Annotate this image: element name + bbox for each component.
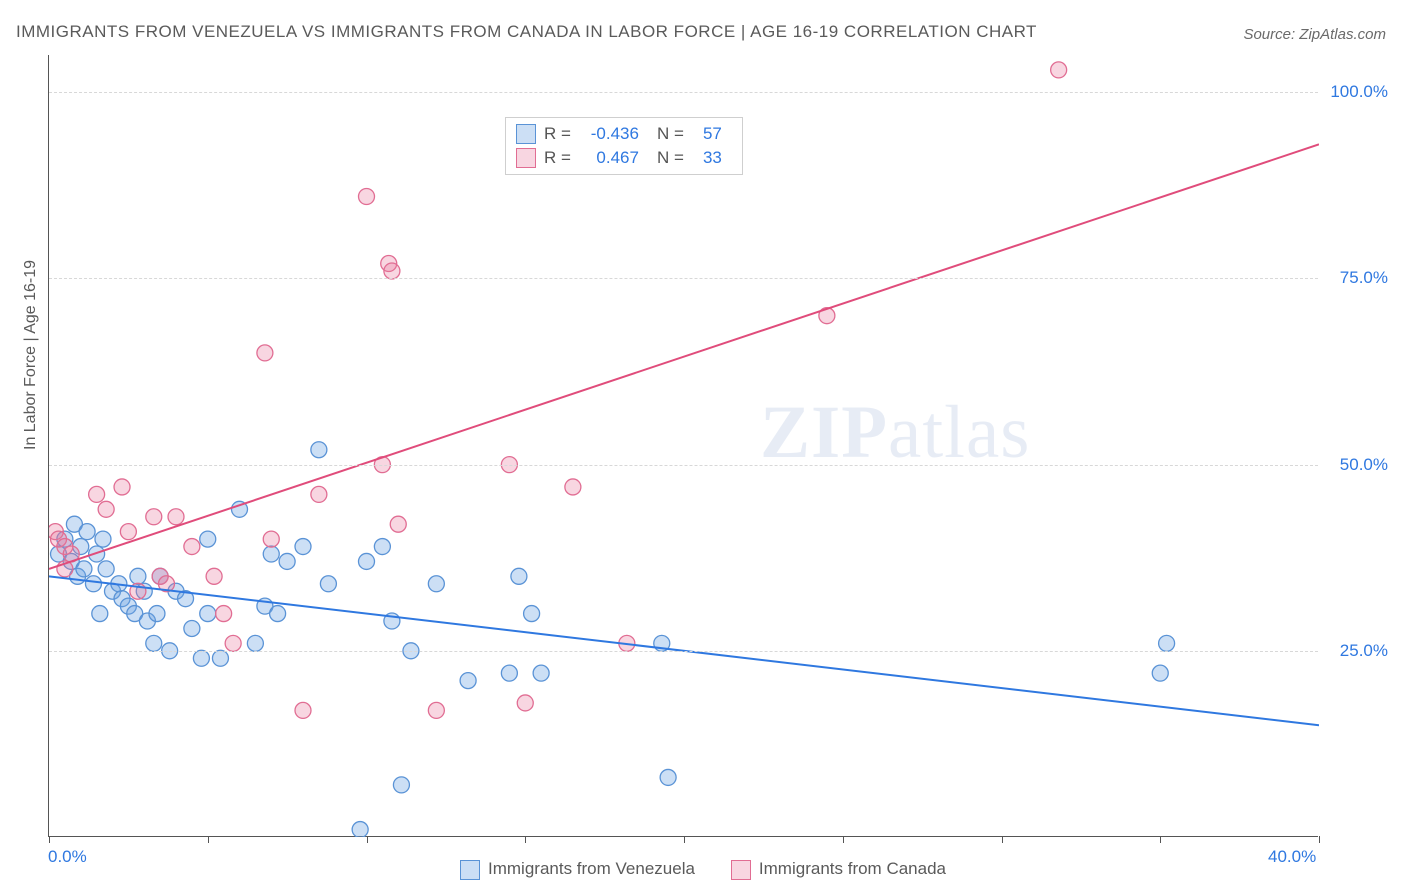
scatter-point-venezuela [533, 665, 549, 681]
plot-area: R = -0.436 N = 57 R = 0.467 N = 33 [48, 55, 1318, 837]
x-tick [1160, 836, 1161, 843]
scatter-point-canada [390, 516, 406, 532]
gridline-h [49, 278, 1318, 279]
scatter-point-venezuela [95, 531, 111, 547]
scatter-point-canada [184, 539, 200, 555]
scatter-point-canada [565, 479, 581, 495]
scatter-point-canada [98, 501, 114, 517]
x-tick [1002, 836, 1003, 843]
gridline-h [49, 92, 1318, 93]
y-tick-label: 50.0% [1340, 455, 1388, 475]
source-label: Source: ZipAtlas.com [1243, 26, 1386, 43]
legend-swatch-icon [516, 124, 536, 144]
legend-R-value: 0.467 [583, 146, 639, 170]
scatter-point-canada [311, 486, 327, 502]
y-tick-label: 75.0% [1340, 268, 1388, 288]
scatter-point-venezuela [149, 606, 165, 622]
legend-series-label: Immigrants from Venezuela [488, 859, 695, 878]
scatter-point-venezuela [92, 606, 108, 622]
scatter-point-venezuela [428, 576, 444, 592]
scatter-point-venezuela [374, 539, 390, 555]
scatter-point-canada [146, 509, 162, 525]
scatter-point-canada [225, 635, 241, 651]
scatter-point-canada [295, 702, 311, 718]
scatter-point-venezuela [320, 576, 336, 592]
scatter-point-venezuela [1152, 665, 1168, 681]
legend-correl-row: R = 0.467 N = 33 [516, 146, 732, 170]
scatter-point-venezuela [279, 553, 295, 569]
legend-R-label: R = [544, 122, 571, 146]
scatter-point-canada [359, 189, 375, 205]
scatter-point-venezuela [193, 650, 209, 666]
y-tick-label: 100.0% [1330, 82, 1388, 102]
scatter-point-venezuela [98, 561, 114, 577]
scatter-point-venezuela [1159, 635, 1175, 651]
legend-series-item: Immigrants from Canada [731, 859, 946, 880]
scatter-point-venezuela [524, 606, 540, 622]
scatter-point-canada [517, 695, 533, 711]
legend-swatch-icon [460, 860, 480, 880]
scatter-point-venezuela [270, 606, 286, 622]
legend-N-value: 33 [696, 146, 722, 170]
scatter-point-venezuela [660, 769, 676, 785]
scatter-point-canada [120, 524, 136, 540]
x-tick-label: 0.0% [48, 847, 87, 867]
regression-line-canada [49, 144, 1319, 569]
legend-R-value: -0.436 [583, 122, 639, 146]
scatter-point-canada [384, 263, 400, 279]
scatter-point-canada [257, 345, 273, 361]
scatter-point-venezuela [247, 635, 263, 651]
scatter-point-canada [428, 702, 444, 718]
scatter-point-venezuela [200, 606, 216, 622]
legend-N-label: N = [657, 146, 684, 170]
gridline-h [49, 465, 1318, 466]
x-tick [367, 836, 368, 843]
legend-N-label: N = [657, 122, 684, 146]
legend-series-item: Immigrants from Venezuela [460, 859, 695, 880]
legend-correlation: R = -0.436 N = 57 R = 0.467 N = 33 [505, 117, 743, 175]
scatter-point-venezuela [460, 673, 476, 689]
scatter-point-venezuela [263, 546, 279, 562]
scatter-point-venezuela [311, 442, 327, 458]
scatter-point-venezuela [184, 620, 200, 636]
legend-series: Immigrants from Venezuela Immigrants from… [0, 859, 1406, 880]
x-tick [843, 836, 844, 843]
legend-swatch-icon [516, 148, 536, 168]
x-tick [1319, 836, 1320, 843]
scatter-point-canada [263, 531, 279, 547]
x-tick [525, 836, 526, 843]
scatter-point-venezuela [85, 576, 101, 592]
legend-correl-row: R = -0.436 N = 57 [516, 122, 732, 146]
scatter-point-venezuela [295, 539, 311, 555]
scatter-point-canada [89, 486, 105, 502]
scatter-point-venezuela [511, 568, 527, 584]
scatter-point-canada [206, 568, 222, 584]
x-tick [49, 836, 50, 843]
legend-R-label: R = [544, 146, 571, 170]
legend-series-label: Immigrants from Canada [759, 859, 946, 878]
chart-title: IMMIGRANTS FROM VENEZUELA VS IMMIGRANTS … [16, 22, 1037, 42]
scatter-point-venezuela [200, 531, 216, 547]
scatter-point-venezuela [76, 561, 92, 577]
scatter-point-venezuela [393, 777, 409, 793]
y-axis-title: In Labor Force | Age 16-19 [22, 260, 40, 450]
scatter-point-canada [1051, 62, 1067, 78]
scatter-point-venezuela [501, 665, 517, 681]
scatter-point-venezuela [146, 635, 162, 651]
x-tick [684, 836, 685, 843]
scatter-point-canada [168, 509, 184, 525]
scatter-point-canada [216, 606, 232, 622]
scatter-point-canada [114, 479, 130, 495]
scatter-point-venezuela [352, 822, 368, 837]
y-tick-label: 25.0% [1340, 641, 1388, 661]
x-tick-label: 40.0% [1268, 847, 1316, 867]
scatter-point-venezuela [212, 650, 228, 666]
legend-N-value: 57 [696, 122, 722, 146]
scatter-point-venezuela [130, 568, 146, 584]
scatter-point-venezuela [359, 553, 375, 569]
gridline-h [49, 651, 1318, 652]
legend-swatch-icon [731, 860, 751, 880]
scatter-point-venezuela [79, 524, 95, 540]
x-tick [208, 836, 209, 843]
